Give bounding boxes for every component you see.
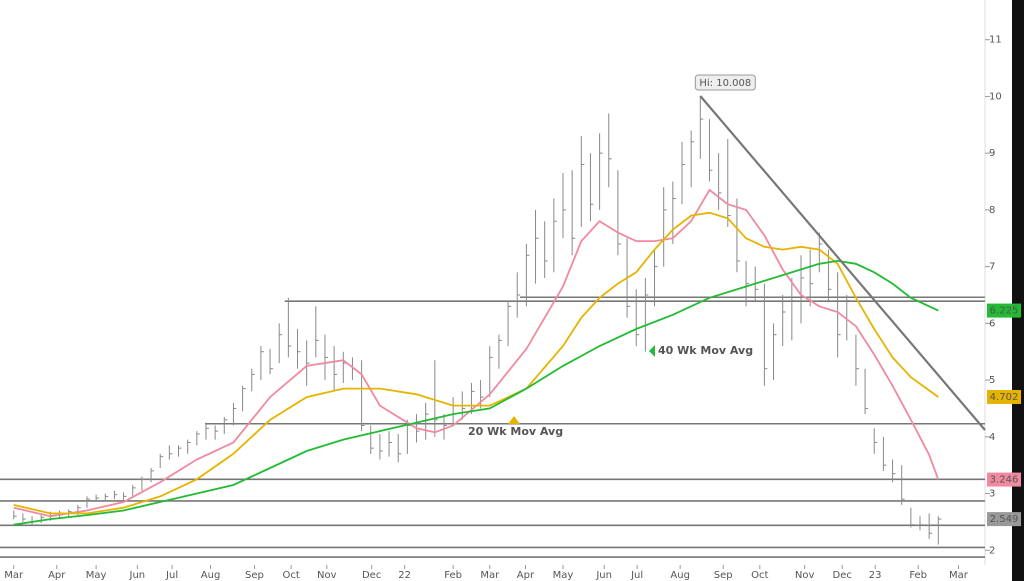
value-badge <box>987 389 1021 404</box>
x-tick-label: 22 <box>398 570 411 581</box>
x-tick-label: Oct <box>751 570 768 581</box>
y-tick-label: 6 <box>989 318 995 329</box>
x-tick-label: Apr <box>48 570 66 581</box>
x-tick-label: Nov <box>317 570 337 581</box>
value-badge-label: 3.246 <box>990 475 1019 486</box>
y-tick-label: 7 <box>989 262 995 273</box>
moving-average <box>13 188 940 518</box>
moving-average <box>13 211 939 515</box>
value-badge-label: 4.702 <box>990 392 1019 403</box>
value-badge-label: 6.225 <box>990 306 1019 317</box>
x-tick-label: Nov <box>795 570 815 581</box>
x-tick-label: May <box>86 570 107 581</box>
x-tick-label: Jul <box>630 570 643 581</box>
x-tick-label: Jun <box>595 570 612 581</box>
x-tick-label: Dec <box>362 570 381 581</box>
y-tick-label: 10 <box>989 91 1002 102</box>
ma-label: 20 Wk Mov Avg <box>468 425 563 438</box>
value-badge <box>987 512 1021 527</box>
x-tick-label: Oct <box>282 570 299 581</box>
y-tick-label: 3 <box>989 489 995 500</box>
trend-line <box>699 95 986 431</box>
moving-average <box>13 259 939 526</box>
y-tick-label: 11 <box>989 35 1002 46</box>
ma-label-pointer <box>649 345 655 357</box>
x-tick-label: Feb <box>444 570 462 581</box>
y-tick-label: 2 <box>989 545 995 556</box>
x-tick-label: Apr <box>517 570 535 581</box>
annotation-box <box>694 74 756 91</box>
ma-label-pointer <box>508 416 520 424</box>
ma-label: 40 Wk Mov Avg <box>658 344 753 357</box>
value-badge-label: 2.549 <box>990 514 1019 525</box>
x-tick-label: 23 <box>869 570 882 581</box>
x-tick-label: Dec <box>833 570 852 581</box>
value-badge <box>987 303 1021 318</box>
y-tick-label: 9 <box>989 148 995 159</box>
x-tick-label: Sep <box>714 570 733 581</box>
y-tick-label: 4 <box>989 432 995 443</box>
x-tick-label: May <box>553 570 574 581</box>
y-tick-label: 8 <box>989 205 995 216</box>
y-tick-label: 5 <box>989 375 995 386</box>
axis-strip <box>1012 0 1024 581</box>
value-badge <box>987 472 1021 487</box>
x-tick-label: Jun <box>129 570 146 581</box>
x-tick-label: Feb <box>909 570 927 581</box>
x-tick-label: Aug <box>670 570 690 581</box>
x-tick-label: Mar <box>4 570 24 581</box>
high-annotation: Hi: 10.008 <box>699 78 751 89</box>
x-tick-label: Sep <box>245 570 264 581</box>
x-tick-label: Aug <box>201 570 221 581</box>
x-tick-label: Jul <box>165 570 178 581</box>
x-tick-label: Mar <box>480 570 500 581</box>
x-tick-label: Mar <box>949 570 969 581</box>
